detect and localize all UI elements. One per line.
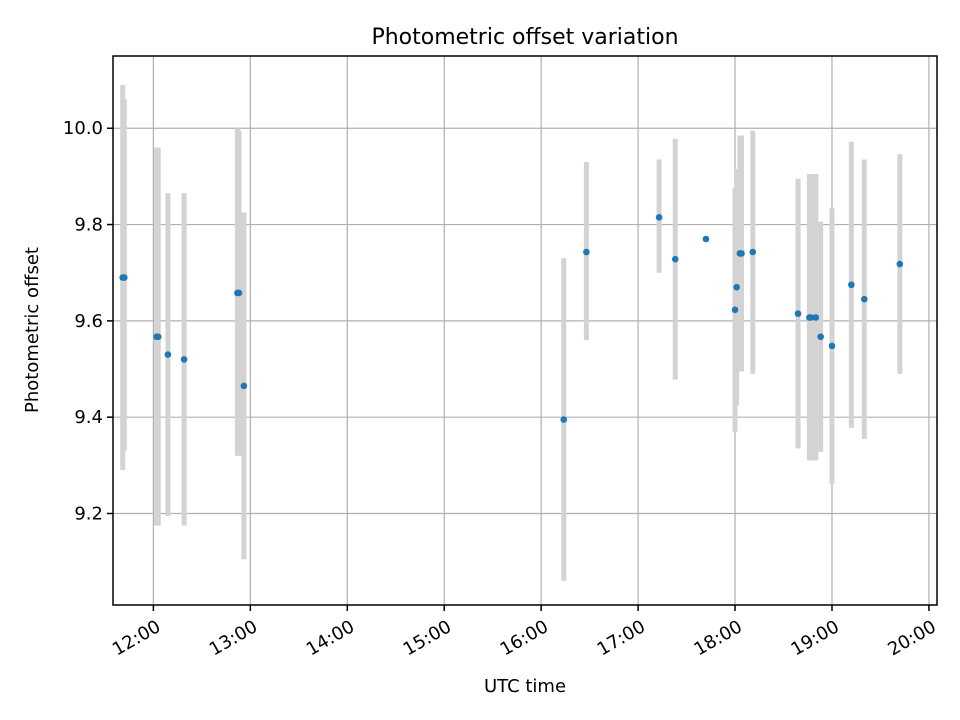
data-points	[119, 214, 904, 423]
data-point	[671, 255, 679, 263]
y-tick-label: 9.6	[74, 311, 103, 332]
x-tick-label: 19:00	[787, 616, 842, 660]
data-point	[235, 289, 243, 297]
data-point	[848, 281, 855, 289]
error-bars	[120, 84, 903, 581]
data-point	[794, 310, 802, 317]
data-point	[583, 248, 590, 256]
data-point	[807, 314, 815, 321]
y-tick-label: 9.2	[74, 504, 103, 525]
data-point	[702, 235, 710, 243]
data-point	[121, 274, 128, 281]
x-tick-label: 20:00	[884, 616, 939, 660]
data-point	[860, 295, 868, 303]
y-tick-label: 9.8	[74, 215, 103, 236]
data-point	[749, 248, 757, 256]
data-point	[828, 342, 836, 350]
x-tick-label: 12:00	[109, 616, 164, 660]
x-tick-label: 14:00	[303, 616, 358, 660]
chart-title: Photometric offset variation	[371, 25, 678, 50]
data-point	[817, 333, 824, 341]
y-axis-label: Photometric offset	[22, 247, 43, 413]
data-point	[731, 306, 739, 314]
y-tick-label: 9.4	[74, 407, 103, 428]
data-point	[560, 416, 568, 423]
data-point	[655, 214, 663, 221]
x-tick-label: 13:00	[206, 616, 261, 660]
data-point	[896, 260, 904, 268]
data-point	[180, 356, 188, 363]
x-tick-label: 18:00	[691, 616, 746, 660]
y-tick-label: 10.0	[63, 118, 103, 139]
data-point	[154, 333, 162, 341]
x-tick-label: 17:00	[594, 616, 649, 660]
x-tick-label: 15:00	[400, 616, 455, 660]
x-tick-label: 16:00	[497, 616, 552, 660]
x-axis-label: UTC time	[484, 676, 566, 697]
data-point	[812, 314, 820, 321]
data-point	[240, 382, 248, 390]
data-point	[733, 283, 740, 291]
data-point	[164, 351, 172, 358]
data-point	[738, 250, 745, 257]
plot-frame	[112, 55, 938, 606]
